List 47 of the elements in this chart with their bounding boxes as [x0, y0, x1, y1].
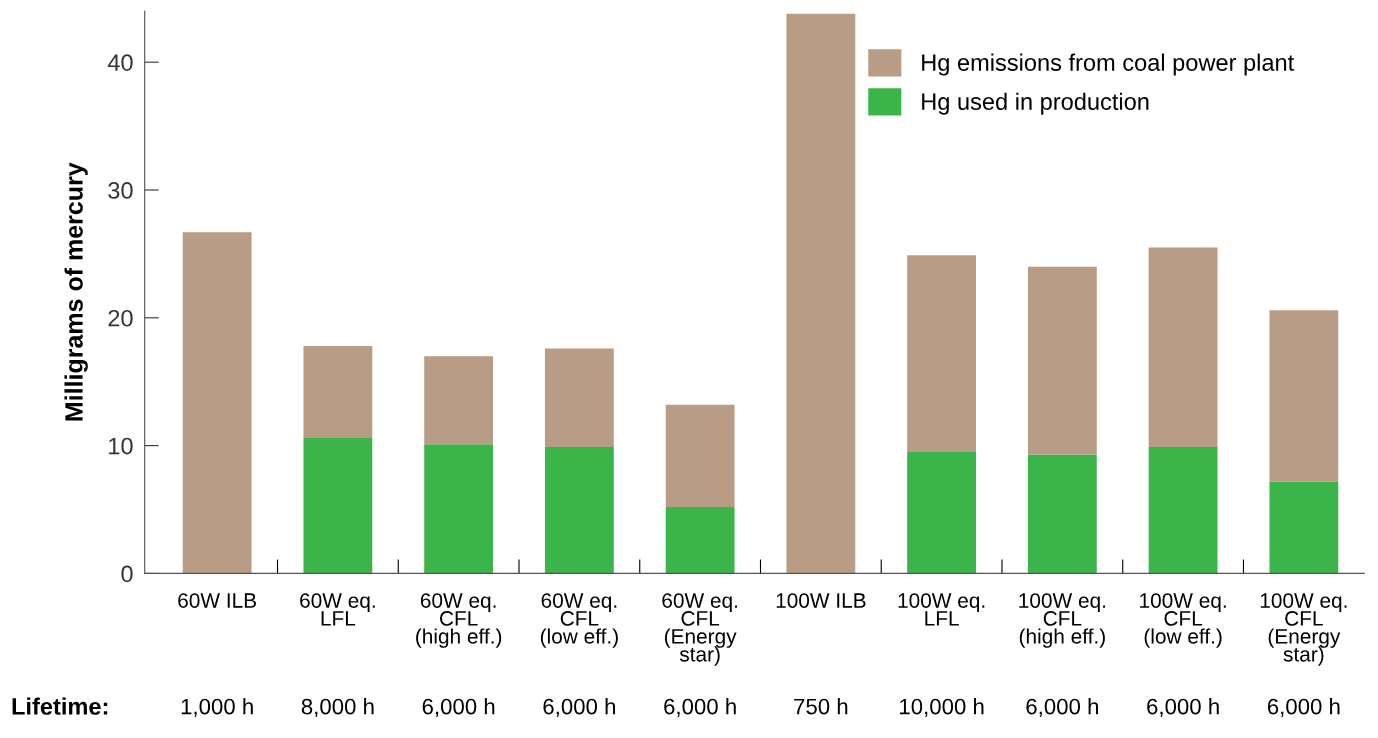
x-tick-label: 100W eq. LFL [898, 593, 985, 626]
text: 6,000 h [543, 698, 616, 718]
bar [665, 404, 735, 507]
bar [303, 345, 373, 438]
bar [665, 506, 735, 574]
bar [786, 13, 856, 574]
text: 8,000 h [301, 698, 374, 718]
x-tick-label: 60W eq. CFL (low eff.) [540, 593, 618, 648]
y-tick-label: 10 [109, 437, 133, 455]
y-tick-label: 40 [107, 54, 133, 71]
bar [907, 452, 977, 574]
x-tick-label: 60W eq. CFL (high eff.) [416, 593, 502, 648]
text: 6,000 h [1026, 698, 1098, 718]
bar [1148, 446, 1218, 574]
bar [1148, 247, 1218, 447]
y-axis-title: Milligrams of mercury [64, 162, 88, 421]
legend-label: Hg used in production [922, 92, 1149, 115]
bar [303, 437, 373, 574]
x-tick-label: 60W eq. LFL [300, 593, 375, 626]
bar [1027, 266, 1097, 455]
y-tick-label: 20 [108, 309, 133, 327]
x-tick-label: 60W eq. CFL (Energy star) [662, 593, 738, 666]
text: 6,000 h [1267, 698, 1340, 718]
text: 10,000 h [900, 698, 984, 718]
bar [1269, 310, 1339, 482]
bar [424, 444, 494, 574]
text: Lifetime: [12, 697, 108, 715]
x-tick-label: 100W eq. CFL (low eff.) [1140, 593, 1226, 648]
text: 750 h [794, 698, 848, 715]
bar [544, 446, 614, 574]
text: 6,000 h [422, 698, 495, 718]
x-tick-label: 100W eq. CFL (high eff.) [1019, 593, 1106, 648]
x-tick-label: 60W ILB [178, 593, 256, 608]
bar [907, 255, 977, 453]
bar [1269, 481, 1339, 574]
bar [1027, 454, 1097, 574]
bar [424, 356, 494, 445]
y-tick-label: 0 [121, 565, 133, 583]
text: 6,000 h [1147, 698, 1219, 718]
x-tick-label: 100W eq. CFL (Energy star) [1260, 593, 1347, 666]
bar [544, 348, 614, 447]
text: 6,000 h [664, 698, 736, 718]
y-tick-label: 30 [108, 182, 133, 199]
bar [182, 232, 252, 574]
text: 1,000 h [181, 698, 253, 718]
legend-label: Hg emissions from coal power plant [922, 53, 1295, 76]
x-tick-label: 100W ILB [776, 593, 866, 608]
